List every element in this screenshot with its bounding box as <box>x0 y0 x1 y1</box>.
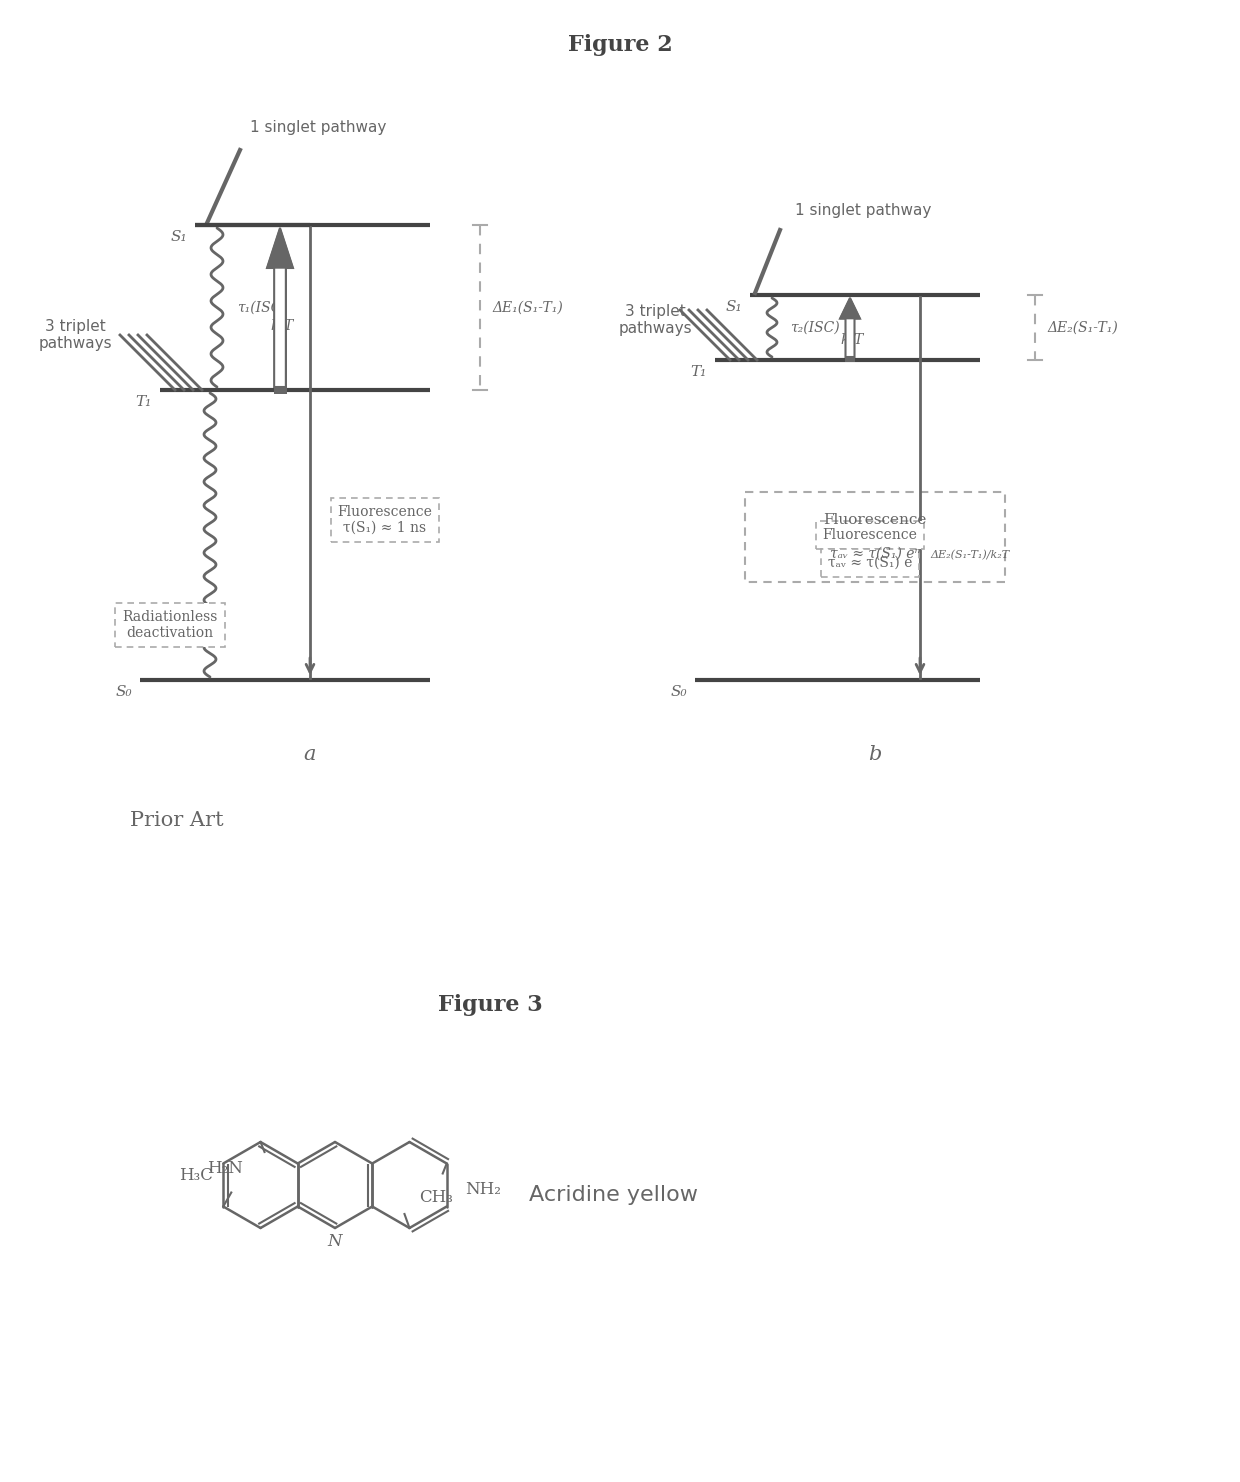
Text: 1 singlet pathway: 1 singlet pathway <box>250 120 387 135</box>
Text: S₀: S₀ <box>671 685 687 700</box>
Text: Fluorescence
τ(S₁) ≈ 1 ns: Fluorescence τ(S₁) ≈ 1 ns <box>337 505 433 535</box>
Text: 1 singlet pathway: 1 singlet pathway <box>795 203 931 218</box>
Text: k₂T: k₂T <box>270 319 294 332</box>
Text: k₂T: k₂T <box>841 332 863 347</box>
Polygon shape <box>267 228 293 268</box>
Text: Prior Art: Prior Art <box>130 811 223 830</box>
Text: S₀: S₀ <box>115 685 131 700</box>
Text: ΔE₁(S₁-T₁): ΔE₁(S₁-T₁) <box>492 301 563 314</box>
Text: a: a <box>304 745 316 765</box>
FancyBboxPatch shape <box>745 492 1004 582</box>
Text: τₐᵥ ≈ τ(S₁) eⁿ: τₐᵥ ≈ τ(S₁) eⁿ <box>830 547 920 562</box>
Text: ΔE₂(S₁-T₁)/k₂T: ΔE₂(S₁-T₁)/k₂T <box>930 550 1009 560</box>
Text: Figure 3: Figure 3 <box>438 994 542 1017</box>
Text: T₁: T₁ <box>135 396 153 409</box>
Text: 3 triplet
pathways: 3 triplet pathways <box>38 319 112 351</box>
Text: S₁: S₁ <box>170 230 187 245</box>
Text: S₁: S₁ <box>725 299 742 314</box>
Text: H₂N: H₂N <box>207 1160 243 1177</box>
Text: Fluorescence: Fluorescence <box>823 513 926 528</box>
Text: Fluorescence: Fluorescence <box>822 528 918 542</box>
Text: τ₂(ISC): τ₂(ISC) <box>790 320 839 335</box>
Text: 3 triplet
pathways: 3 triplet pathways <box>619 304 692 336</box>
Text: Radiationless
deactivation: Radiationless deactivation <box>123 611 218 640</box>
Text: N: N <box>327 1233 342 1249</box>
Polygon shape <box>267 228 293 387</box>
Text: τₐᵥ ≈ τ(S₁) e: τₐᵥ ≈ τ(S₁) e <box>828 556 913 571</box>
Text: T₁: T₁ <box>691 365 707 379</box>
Polygon shape <box>839 298 861 357</box>
Text: NH₂: NH₂ <box>465 1181 501 1199</box>
Text: Figure 2: Figure 2 <box>568 34 672 56</box>
Text: H₃C: H₃C <box>180 1168 213 1184</box>
Text: b: b <box>868 745 882 765</box>
Text: CH₃: CH₃ <box>419 1189 454 1206</box>
Text: τ₁(ISC): τ₁(ISC) <box>237 301 286 314</box>
Text: Acridine yellow: Acridine yellow <box>529 1186 698 1205</box>
Text: ΔE₂(S₁-T₁): ΔE₂(S₁-T₁) <box>1047 320 1117 335</box>
Polygon shape <box>839 298 861 319</box>
